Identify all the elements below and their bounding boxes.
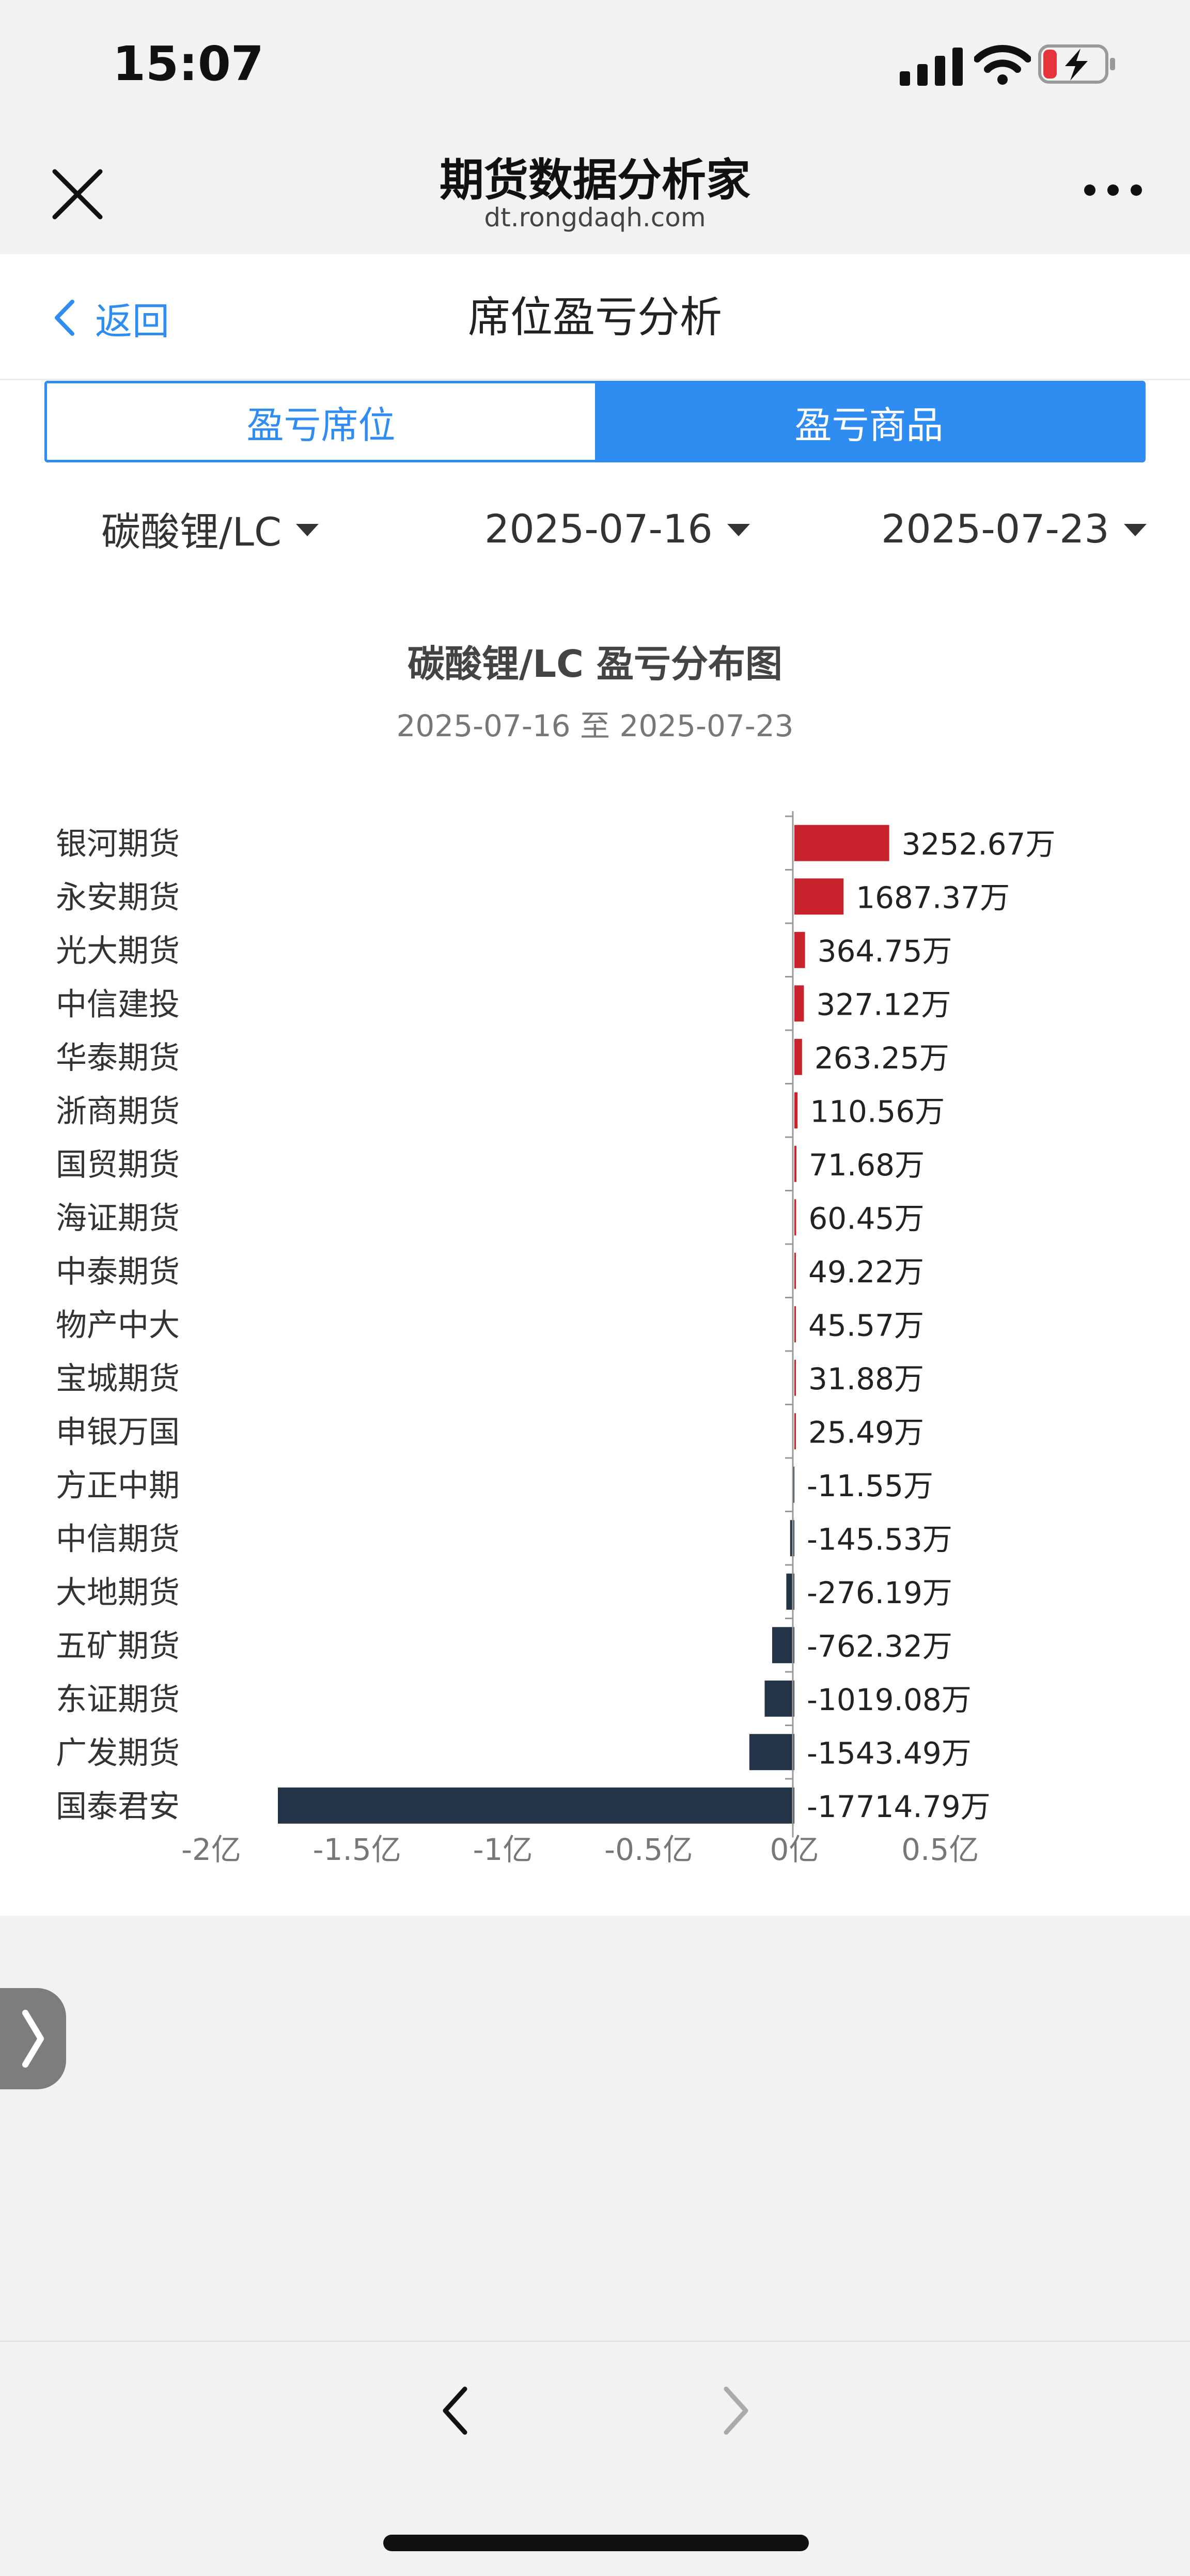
battery-charging-icon	[1038, 44, 1115, 84]
category-label: 光大期货	[56, 933, 180, 969]
category-label: 广发期货	[56, 1735, 180, 1771]
bar	[794, 1038, 802, 1075]
nav-divider	[0, 379, 1190, 380]
value-label: -145.53万	[807, 1522, 952, 1557]
category-label: 国贸期货	[56, 1147, 180, 1183]
cellular-signal-icon	[900, 48, 963, 86]
tab-profit-commodities[interactable]: 盈亏商品	[595, 383, 1143, 460]
value-label: -1543.49万	[807, 1735, 972, 1771]
home-indicator	[383, 2535, 809, 2551]
category-label: 中泰期货	[56, 1254, 180, 1290]
end-date-value: 2025-07-23	[881, 505, 1109, 552]
bar	[794, 1145, 797, 1182]
category-label: 东证期货	[56, 1682, 180, 1718]
bar	[278, 1787, 794, 1824]
bar	[794, 878, 844, 915]
value-label: -17714.79万	[807, 1789, 991, 1824]
chevron-right-icon	[22, 2010, 44, 2068]
category-label: 宝城期货	[56, 1361, 180, 1397]
category-label: 方正中期	[56, 1468, 180, 1504]
back-label: 返回	[95, 299, 170, 343]
bottom-bar-divider	[0, 2340, 1190, 2342]
commodity-dropdown[interactable]: 碳酸锂/LC	[101, 500, 319, 557]
category-label: 华泰期货	[56, 1040, 180, 1076]
tab-switcher: 盈亏席位 盈亏商品	[44, 381, 1146, 462]
bar	[794, 1199, 796, 1236]
category-label: 中信建投	[56, 986, 180, 1022]
value-label: -1019.08万	[807, 1682, 972, 1717]
bar	[764, 1680, 794, 1717]
bar	[772, 1627, 794, 1664]
start-date-value: 2025-07-16	[484, 505, 713, 552]
start-date-dropdown[interactable]: 2025-07-16	[484, 500, 750, 557]
category-label: 中信期货	[56, 1521, 180, 1557]
browser-back-icon[interactable]	[440, 2385, 469, 2437]
x-tick-label: -1亿	[473, 1832, 533, 1867]
chart-title: 碳酸锂/LC 盈亏分布图	[407, 642, 783, 686]
category-label: 物产中大	[56, 1307, 180, 1343]
value-label: 1687.37万	[856, 880, 1010, 915]
value-label: 3252.67万	[902, 827, 1056, 862]
bar	[794, 1252, 796, 1289]
app-url: dt.rongdaqh.com	[484, 203, 706, 232]
value-label: 60.45万	[808, 1201, 924, 1236]
value-label: 364.75万	[818, 934, 952, 969]
browser-forward-icon[interactable]	[722, 2385, 751, 2437]
value-label: 110.56万	[810, 1094, 945, 1129]
value-label: 31.88万	[808, 1361, 924, 1396]
end-date-dropdown[interactable]: 2025-07-23	[881, 500, 1147, 557]
category-label: 国泰君安	[56, 1789, 180, 1825]
bar	[794, 825, 889, 861]
app-title: 期货数据分析家	[440, 154, 750, 206]
bar	[794, 1359, 796, 1396]
caret-down-icon	[1123, 524, 1147, 536]
value-label: -276.19万	[807, 1575, 952, 1610]
commodity-value: 碳酸锂/LC	[101, 509, 282, 555]
caret-down-icon	[727, 524, 750, 536]
value-label: 71.68万	[809, 1147, 925, 1183]
value-label: -11.55万	[807, 1468, 933, 1503]
category-label: 银河期货	[56, 826, 180, 862]
status-time: 15:07	[113, 36, 264, 91]
category-label: 大地期货	[56, 1575, 180, 1611]
value-label: -762.32万	[807, 1628, 952, 1664]
category-label: 永安期货	[56, 879, 180, 915]
back-button[interactable]: 返回	[53, 289, 169, 346]
x-tick-label: 0.5亿	[901, 1832, 979, 1867]
content-area	[0, 254, 1190, 1916]
page-title: 席位盈亏分析	[467, 293, 722, 342]
x-tick-label: -0.5亿	[604, 1832, 693, 1867]
side-expand-handle[interactable]	[0, 1988, 66, 2089]
value-label: 45.57万	[808, 1308, 924, 1343]
value-label: 327.12万	[816, 987, 951, 1022]
category-label: 浙商期货	[56, 1093, 180, 1129]
caret-down-icon	[296, 524, 319, 536]
tab-profit-seats[interactable]: 盈亏席位	[47, 383, 595, 460]
bar	[794, 1306, 796, 1343]
chevron-left-icon	[55, 300, 74, 336]
x-tick-label: -1.5亿	[313, 1832, 401, 1867]
value-label: 263.25万	[815, 1041, 949, 1076]
bar	[749, 1734, 794, 1771]
x-tick-label: 0亿	[770, 1832, 819, 1867]
more-icon[interactable]	[1079, 175, 1147, 206]
bar	[794, 1092, 798, 1129]
close-icon[interactable]	[48, 164, 107, 224]
category-label: 海证期货	[56, 1200, 180, 1236]
x-tick-label: -2亿	[181, 1832, 241, 1867]
value-label: 49.22万	[808, 1254, 924, 1290]
value-label: 25.49万	[808, 1415, 924, 1450]
chart-subtitle: 2025-07-16 至 2025-07-23	[396, 708, 794, 743]
wifi-icon	[974, 44, 1031, 85]
bar	[794, 985, 804, 1022]
category-label: 申银万国	[56, 1414, 180, 1450]
bar	[794, 1413, 796, 1450]
bar	[794, 932, 805, 968]
category-label: 五矿期货	[56, 1628, 180, 1664]
